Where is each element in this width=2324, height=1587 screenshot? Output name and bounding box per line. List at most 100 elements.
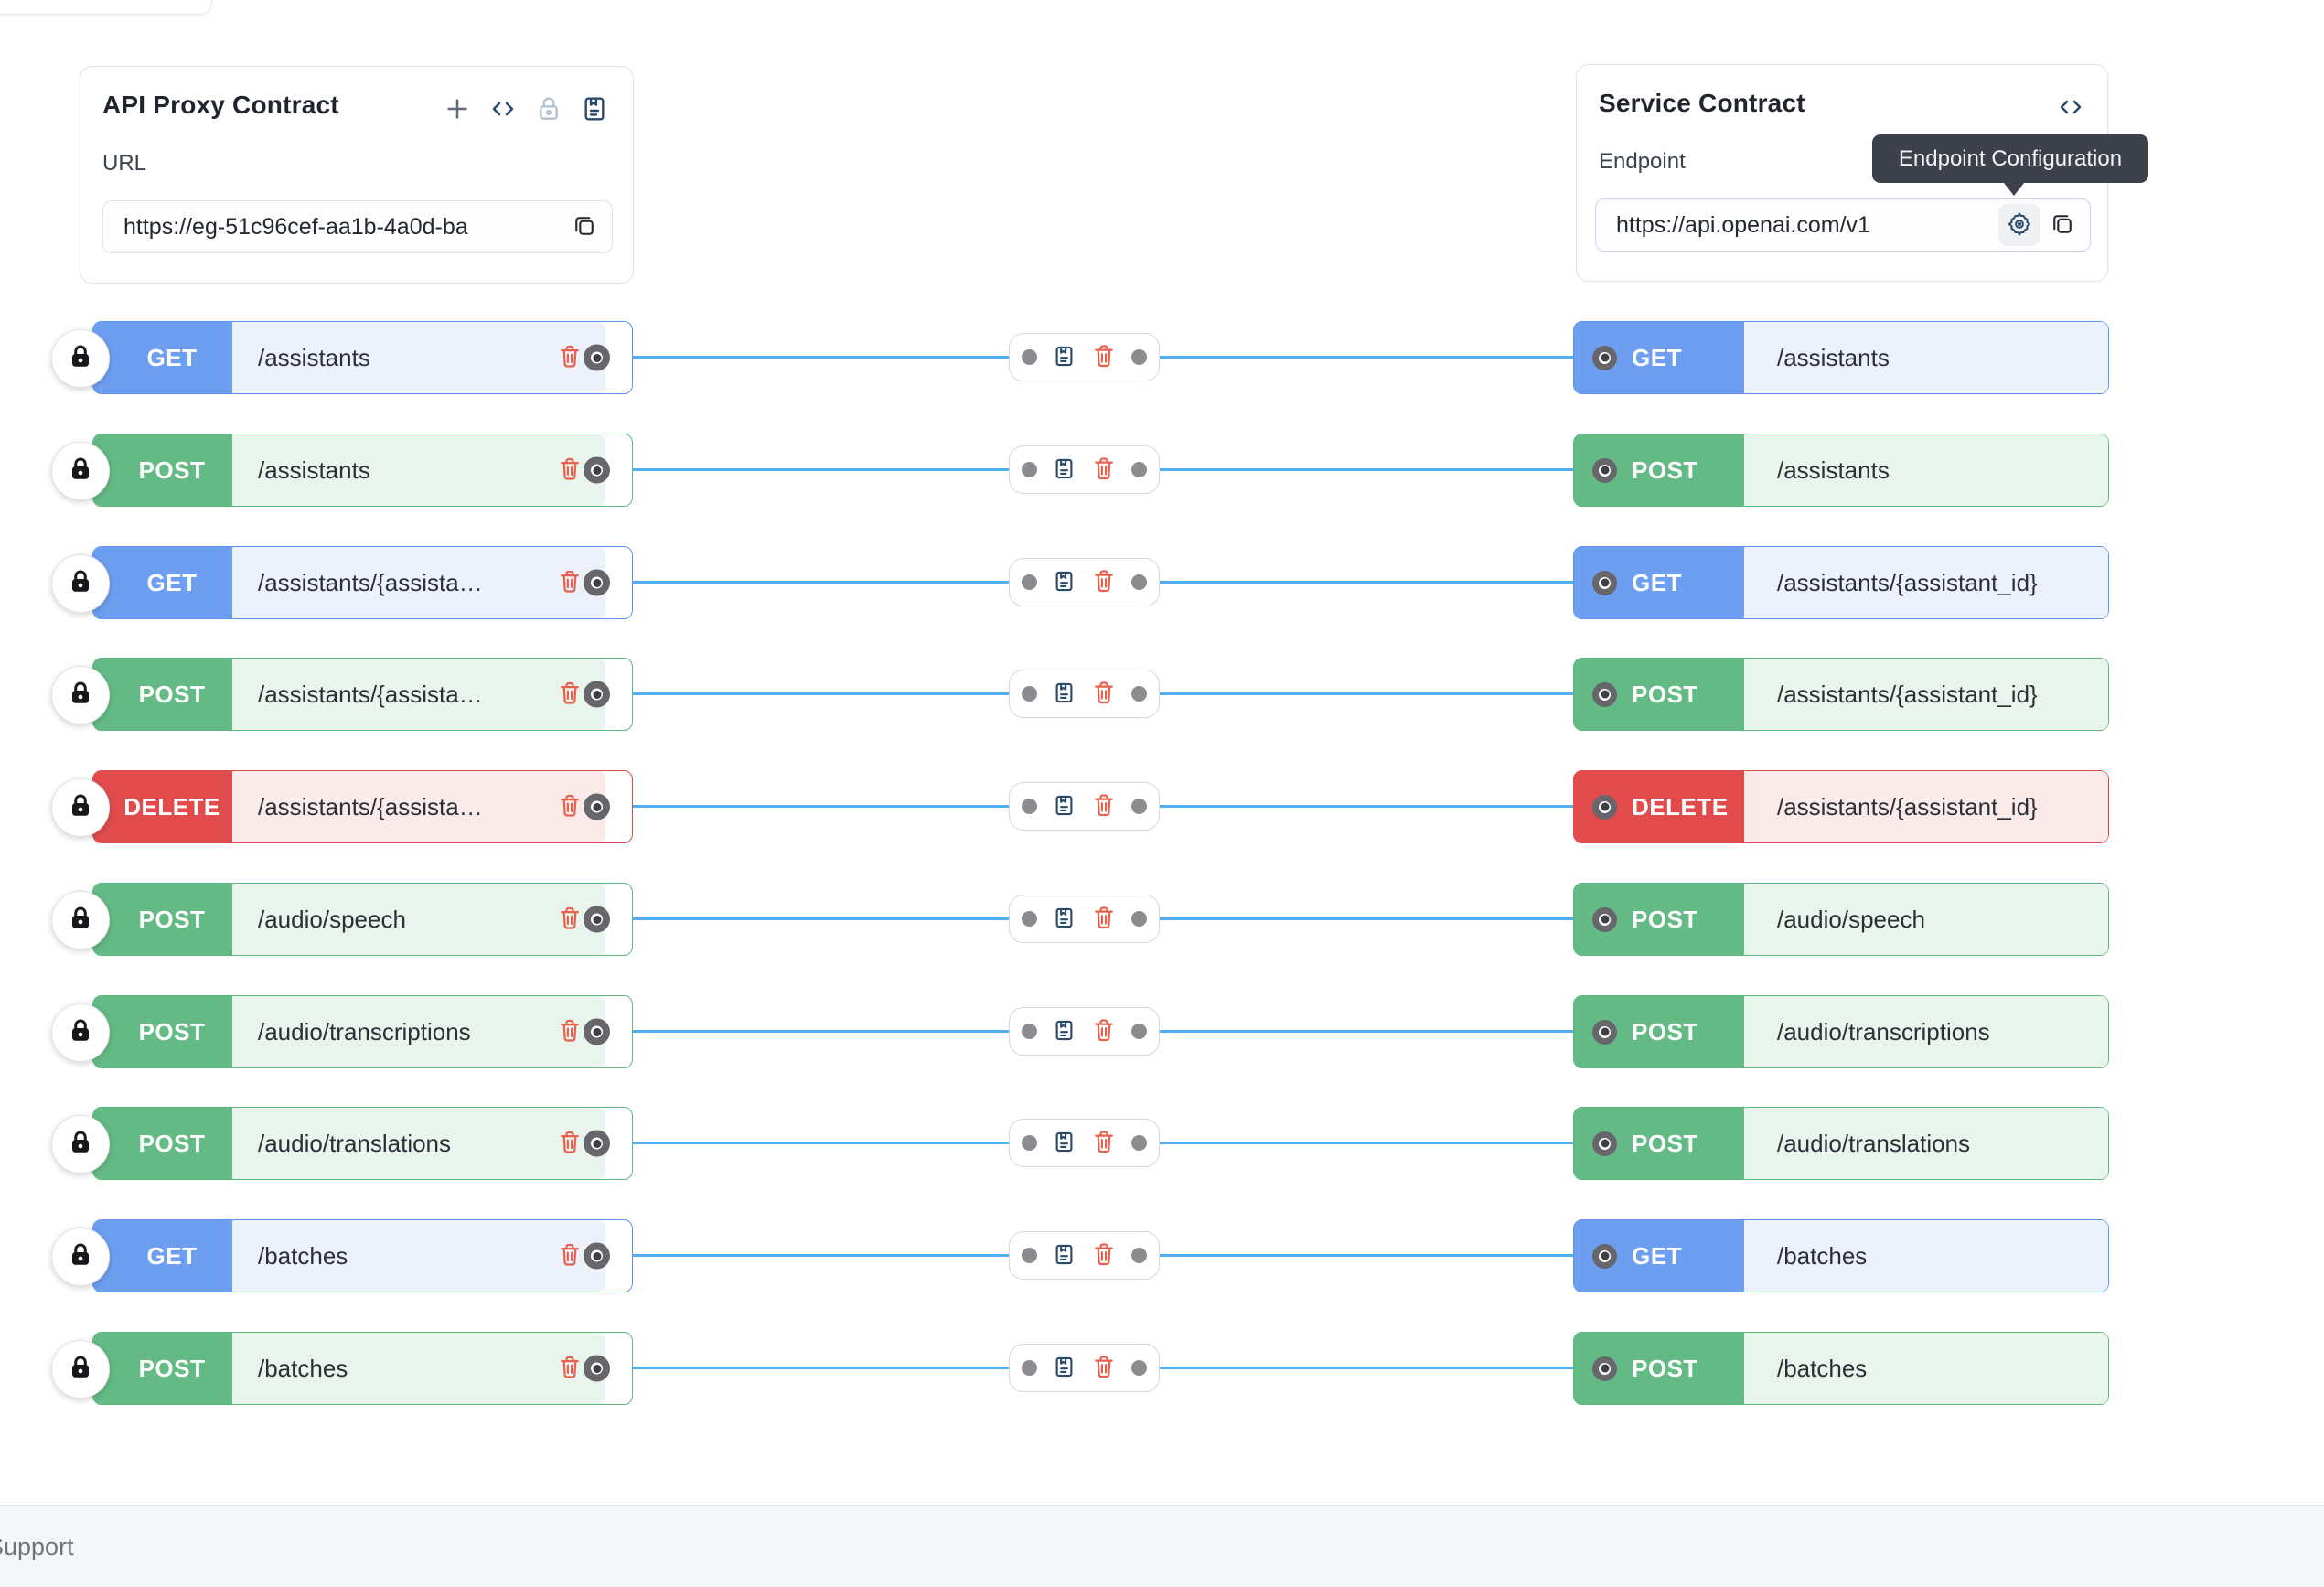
delete-mapping-button[interactable]	[1091, 456, 1117, 484]
delete-mapping-button[interactable]	[1091, 792, 1117, 820]
support-link[interactable]: Support	[0, 1533, 74, 1560]
method-badge[interactable]: GET	[93, 547, 232, 618]
save-mapping-button[interactable]	[1052, 1242, 1076, 1270]
auth-lock-button[interactable]	[534, 94, 563, 126]
connection-port[interactable]	[1131, 1360, 1147, 1376]
save-contract-button[interactable]	[580, 94, 609, 126]
endpoint-path-input[interactable]: /assistants/{assista…	[232, 771, 605, 842]
method-badge[interactable]: POST	[93, 1108, 232, 1179]
delete-mapping-button[interactable]	[1091, 343, 1117, 371]
save-mapping-button[interactable]	[1052, 344, 1076, 371]
connection-port[interactable]	[1022, 574, 1037, 590]
method-badge[interactable]: POST	[93, 434, 232, 506]
delete-endpoint-button[interactable]	[557, 681, 583, 709]
connection-port[interactable]	[584, 906, 610, 933]
connection-port[interactable]	[1592, 681, 1617, 707]
connection-port[interactable]	[1131, 686, 1147, 702]
connection-port[interactable]	[584, 1018, 610, 1045]
connection-port[interactable]	[1022, 462, 1037, 477]
save-mapping-button[interactable]	[1052, 906, 1076, 933]
delete-mapping-button[interactable]	[1091, 1241, 1117, 1270]
connection-port[interactable]	[1131, 1024, 1147, 1039]
delete-mapping-button[interactable]	[1091, 905, 1117, 933]
delete-endpoint-button[interactable]	[557, 1355, 583, 1383]
endpoint-path-input[interactable]: /batches	[232, 1333, 605, 1404]
top-edge-button[interactable]	[0, 0, 212, 15]
delete-mapping-button[interactable]	[1091, 1354, 1117, 1382]
connection-port[interactable]	[1022, 349, 1037, 365]
lock-badge[interactable]	[51, 554, 110, 613]
connection-port[interactable]	[1022, 1024, 1037, 1039]
connection-port[interactable]	[1022, 686, 1037, 702]
connection-port[interactable]	[1592, 1019, 1617, 1045]
connection-port[interactable]	[1592, 794, 1617, 820]
lock-badge[interactable]	[51, 329, 110, 388]
connection-port[interactable]	[1131, 911, 1147, 927]
endpoint-path-input[interactable]: /assistants/{assista…	[232, 547, 605, 618]
connection-port[interactable]	[1131, 574, 1147, 590]
endpoint-path-input[interactable]: /assistants	[232, 434, 605, 506]
connection-port[interactable]	[1592, 345, 1617, 370]
delete-mapping-button[interactable]	[1091, 1017, 1117, 1045]
connection-port[interactable]	[1022, 1360, 1037, 1376]
endpoint-path-input[interactable]: /assistants/{assista…	[232, 659, 605, 730]
copy-url-button[interactable]	[572, 213, 597, 241]
method-badge[interactable]: POST	[93, 996, 232, 1067]
method-badge[interactable]: POST	[93, 884, 232, 955]
connection-port[interactable]	[1131, 799, 1147, 814]
endpoint-path-input[interactable]: /assistants	[232, 322, 605, 393]
proxy-url-input[interactable]: https://eg-51c96cef-aa1b-4a0d-ba	[102, 200, 613, 253]
connection-port[interactable]	[1131, 1135, 1147, 1151]
delete-endpoint-button[interactable]	[557, 456, 583, 485]
connection-port[interactable]	[1592, 1356, 1617, 1381]
connection-port[interactable]	[584, 681, 610, 708]
save-mapping-button[interactable]	[1052, 793, 1076, 820]
delete-mapping-button[interactable]	[1091, 1129, 1117, 1157]
delete-mapping-button[interactable]	[1091, 568, 1117, 596]
save-mapping-button[interactable]	[1052, 681, 1076, 708]
service-endpoint-input[interactable]: https://api.openai.com/v1	[1595, 198, 2091, 252]
connection-port[interactable]	[584, 793, 610, 820]
delete-endpoint-button[interactable]	[557, 906, 583, 934]
save-mapping-button[interactable]	[1052, 456, 1076, 484]
method-badge[interactable]: DELETE	[93, 771, 232, 842]
delete-endpoint-button[interactable]	[557, 793, 583, 821]
lock-badge[interactable]	[51, 666, 110, 724]
connection-port[interactable]	[1592, 457, 1617, 483]
view-code-button[interactable]	[2056, 92, 2085, 124]
connection-port[interactable]	[1131, 462, 1147, 477]
save-mapping-button[interactable]	[1052, 1130, 1076, 1157]
delete-endpoint-button[interactable]	[557, 344, 583, 372]
connection-port[interactable]	[584, 1130, 610, 1157]
lock-badge[interactable]	[51, 1115, 110, 1174]
save-mapping-button[interactable]	[1052, 1355, 1076, 1382]
lock-badge[interactable]	[51, 891, 110, 949]
connection-port[interactable]	[1592, 1243, 1617, 1269]
endpoint-path-input[interactable]: /audio/translations	[232, 1108, 605, 1179]
connection-port[interactable]	[1131, 349, 1147, 365]
lock-badge[interactable]	[51, 1340, 110, 1399]
save-mapping-button[interactable]	[1052, 569, 1076, 596]
lock-badge[interactable]	[51, 778, 110, 837]
connection-port[interactable]	[1592, 906, 1617, 932]
connection-port[interactable]	[1131, 1248, 1147, 1263]
endpoint-path-input[interactable]: /batches	[232, 1220, 605, 1292]
method-badge[interactable]: POST	[93, 659, 232, 730]
endpoint-path-input[interactable]: /audio/speech	[232, 884, 605, 955]
copy-endpoint-button[interactable]	[2050, 211, 2075, 240]
method-badge[interactable]: GET	[93, 322, 232, 393]
view-code-button[interactable]	[488, 94, 518, 126]
delete-mapping-button[interactable]	[1091, 680, 1117, 708]
connection-port[interactable]	[584, 569, 610, 596]
connection-port[interactable]	[1022, 911, 1037, 927]
delete-endpoint-button[interactable]	[557, 569, 583, 597]
delete-endpoint-button[interactable]	[557, 1242, 583, 1271]
connection-port[interactable]	[1592, 570, 1617, 595]
endpoint-path-input[interactable]: /audio/transcriptions	[232, 996, 605, 1067]
lock-badge[interactable]	[51, 442, 110, 500]
delete-endpoint-button[interactable]	[557, 1018, 583, 1046]
add-endpoint-button[interactable]	[443, 94, 472, 126]
connection-port[interactable]	[1592, 1131, 1617, 1156]
connection-port[interactable]	[584, 1242, 610, 1270]
method-badge[interactable]: GET	[93, 1220, 232, 1292]
